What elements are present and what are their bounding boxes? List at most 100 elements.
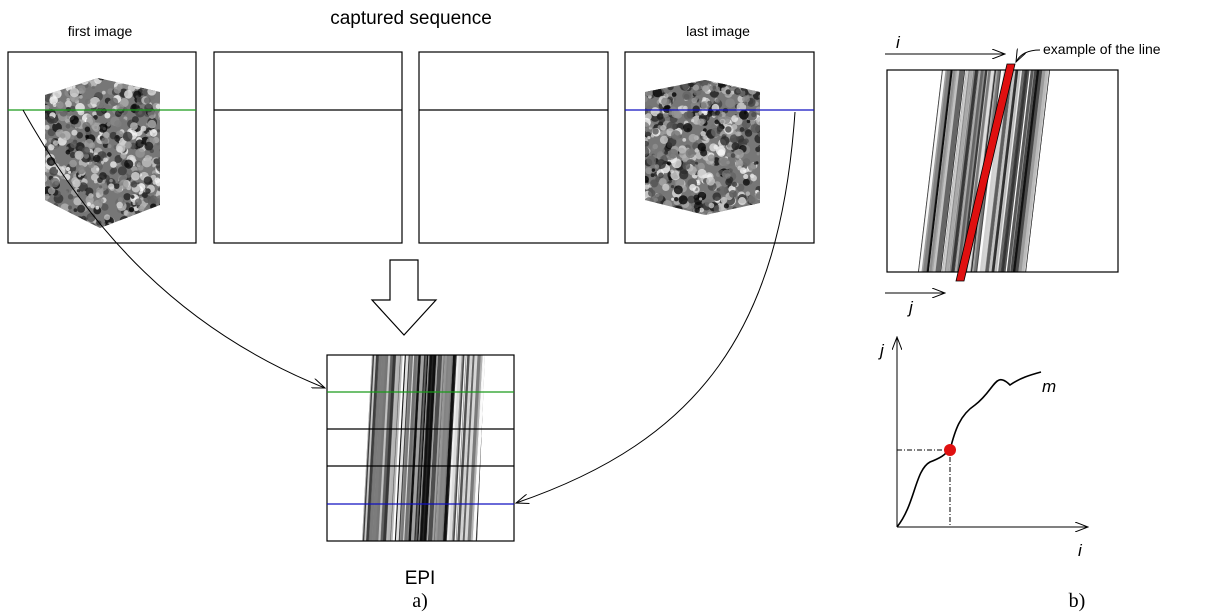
texture-element	[127, 223, 136, 232]
texture-element	[658, 173, 663, 178]
texture-element	[748, 77, 757, 86]
texture-element	[640, 208, 647, 215]
texture-element	[123, 222, 133, 232]
texture-element	[72, 216, 81, 225]
texture-element	[98, 73, 105, 80]
texture-element	[679, 170, 688, 179]
texture-element	[116, 76, 125, 85]
texture-element	[680, 214, 687, 221]
texture-element	[718, 78, 728, 88]
sequence-title: captured sequence	[330, 8, 492, 29]
texture-element	[654, 198, 658, 202]
texture-element	[46, 221, 51, 226]
texture-element	[119, 180, 129, 190]
texture-element	[137, 232, 140, 235]
texture-element	[720, 136, 729, 145]
texture-element	[100, 230, 105, 235]
texture-element	[94, 180, 98, 184]
texture-element	[652, 128, 659, 135]
texture-element	[741, 86, 746, 91]
texture-element	[650, 74, 659, 83]
texture-element	[107, 144, 111, 148]
texture-element	[689, 213, 694, 218]
texture-element	[61, 231, 68, 238]
texture-element	[137, 162, 141, 166]
texture-element	[152, 229, 155, 232]
texture-element	[712, 86, 716, 90]
texture-element	[44, 125, 49, 130]
texture-element	[126, 227, 134, 235]
texture-element	[750, 175, 757, 182]
texture-element	[52, 89, 61, 98]
texture-element	[39, 176, 44, 181]
texture-element	[68, 171, 71, 174]
texture-element	[691, 212, 697, 218]
texture-element	[760, 181, 769, 190]
texture-element	[124, 90, 133, 99]
texture-element	[680, 81, 690, 91]
texture-element	[688, 214, 693, 219]
texture-element	[156, 104, 161, 109]
texture-element	[760, 120, 770, 130]
texture-element	[70, 115, 79, 124]
texture-element	[153, 209, 160, 216]
axis-j: j	[907, 298, 914, 317]
texture-element	[82, 147, 90, 155]
cube-texture	[37, 72, 169, 239]
texture-element	[48, 144, 54, 150]
texture-element	[659, 78, 666, 85]
texture-element	[131, 195, 135, 199]
texture-element	[86, 213, 95, 222]
texture-element	[49, 226, 56, 233]
texture-element	[77, 205, 85, 213]
texture-element	[41, 139, 47, 145]
texture-element	[654, 205, 657, 208]
texture-element	[741, 72, 749, 80]
texture-element	[737, 73, 744, 80]
texture-element	[81, 222, 85, 226]
texture-element	[636, 206, 644, 214]
texture-element	[137, 218, 142, 223]
texture-element	[660, 208, 665, 213]
texture-element	[737, 166, 742, 171]
texture-element	[657, 113, 664, 120]
texture-element	[68, 211, 71, 214]
texture-element	[722, 170, 731, 179]
texture-element	[122, 72, 128, 78]
texture-element	[139, 231, 144, 236]
texture-element	[747, 120, 751, 124]
texture-element	[60, 133, 65, 138]
texture-element	[744, 101, 748, 105]
texture-element	[103, 132, 110, 139]
texture-element	[44, 220, 50, 226]
texture-element	[60, 203, 69, 212]
texture-element	[132, 216, 135, 219]
texture-element	[123, 132, 133, 142]
texture-element	[101, 138, 108, 145]
texture-element	[719, 74, 724, 79]
texture-element	[693, 84, 699, 90]
texture-element	[662, 184, 669, 191]
texture-element	[132, 228, 141, 237]
texture-element	[47, 116, 55, 124]
texture-element	[143, 218, 148, 223]
texture-element	[645, 217, 651, 223]
texture-element	[753, 79, 757, 83]
texture-element	[697, 119, 704, 126]
texture-element	[663, 200, 672, 209]
texture-element	[668, 112, 671, 115]
texture-element	[750, 77, 758, 85]
texture-element	[717, 126, 723, 132]
texture-element	[38, 212, 48, 222]
texture-element	[689, 184, 696, 191]
texture-element	[726, 89, 731, 94]
texture-element	[723, 78, 729, 84]
texture-element	[657, 213, 662, 218]
texture-element	[145, 78, 150, 83]
leader	[1016, 50, 1040, 62]
texture-element	[83, 191, 87, 195]
texture-element	[638, 202, 648, 212]
texture-element	[682, 162, 690, 170]
texture-element	[754, 78, 762, 86]
texture-element	[41, 74, 50, 83]
